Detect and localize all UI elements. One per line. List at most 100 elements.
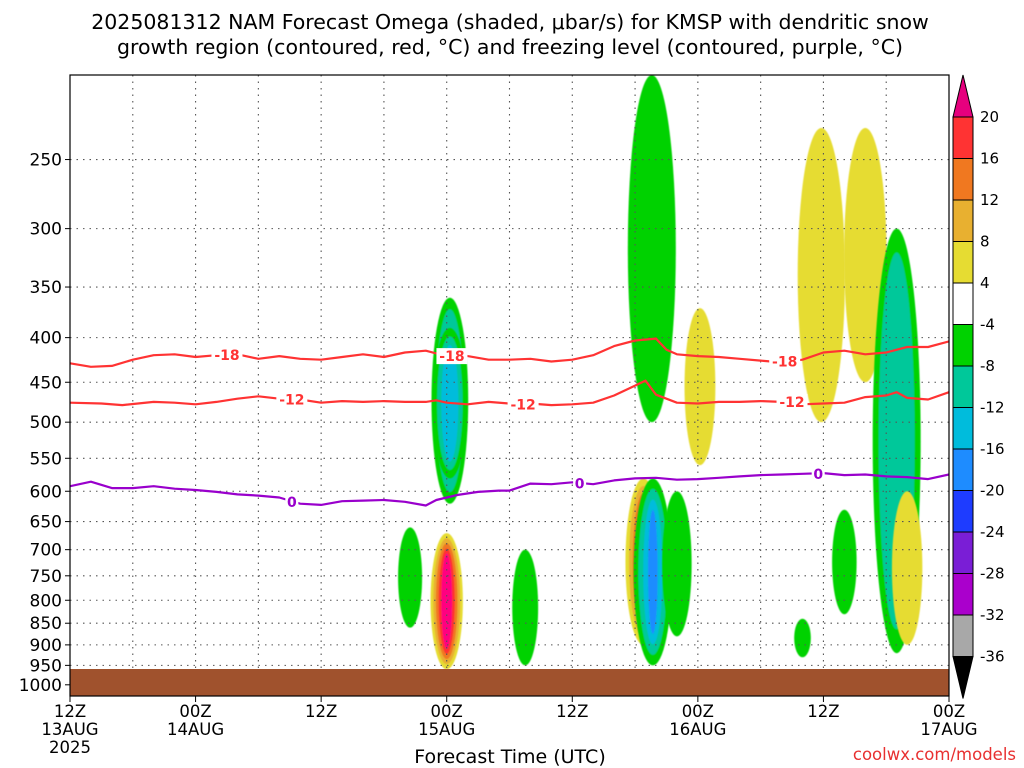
y-tick-label: 950 [30, 656, 62, 676]
y-tick-label: 350 [30, 278, 62, 298]
contour-line-freezing-level [70, 472, 949, 507]
colorbar-bottom-arrow [952, 656, 974, 699]
colorbar-block [952, 490, 974, 533]
x-tick-label: 12Z [54, 702, 86, 721]
plot-frame [69, 74, 950, 697]
y-tick-label: 500 [30, 413, 62, 433]
colorbar-block [952, 407, 974, 450]
x-tick-label: 00Z [179, 702, 211, 721]
contour-label-bg [573, 475, 587, 492]
x-tick-label: 16AUG [669, 720, 726, 739]
y-tick-label: 850 [30, 614, 62, 634]
contour-label: -12 [279, 393, 304, 409]
y-tick-label: 800 [30, 591, 62, 611]
colorbar-label: 4 [980, 274, 990, 292]
omega-contour-band [794, 618, 811, 658]
y-tick-label: 450 [30, 373, 62, 393]
omega-region [797, 127, 845, 423]
omega-region [398, 527, 423, 628]
y-tick-label: 600 [30, 482, 62, 502]
omega-contour-band [627, 75, 676, 423]
omega-contour-band [844, 127, 887, 383]
chart-title-line-1: 2025081312 NAM Forecast Omega (shaded, μ… [91, 10, 929, 34]
colorbar-block [952, 158, 974, 201]
colorbar-label: -28 [980, 565, 1005, 583]
omega-contour-band [891, 491, 923, 645]
colorbar-label: -32 [980, 606, 1005, 624]
terrain-ground [70, 669, 949, 696]
omega-contour-band [512, 549, 539, 666]
y-tick-label: 750 [30, 567, 62, 587]
contour-label-bg [276, 391, 308, 408]
y-tick-label: 1000 [19, 676, 62, 696]
colorbar-label: 8 [980, 233, 990, 251]
contour-label-bg [285, 493, 299, 510]
omega-region [512, 549, 539, 666]
temperature-contours: -18 -18 -18 -12 -12 -12 0 0 0 [70, 337, 949, 511]
omega-contour-band [441, 553, 453, 649]
y-tick-label: 550 [30, 449, 62, 469]
colorbar-label: -4 [980, 316, 995, 334]
colorbar-block [952, 324, 974, 367]
y-tick-label: 400 [30, 329, 62, 349]
contour-label: -18 [214, 348, 239, 364]
contour-label-bg [776, 393, 808, 410]
contour-label-bg [811, 465, 825, 482]
contour-label-bg [436, 348, 468, 365]
x-tick-label: 12Z [556, 702, 588, 721]
y-tick-label: 900 [30, 636, 62, 656]
colorbar: 20 16 12 8 4 -4 -8 -12 -16 -20 -24 -28 -32 -36 [952, 74, 1005, 699]
colorbar-label: -8 [980, 357, 995, 375]
contour-label: -12 [779, 395, 804, 411]
x-tick-label: 17AUG [920, 720, 977, 739]
colorbar-block [952, 365, 974, 408]
colorbar-block [952, 241, 974, 284]
omega-contour-band [832, 509, 857, 615]
omega-contour-band [684, 308, 716, 466]
colorbar-block [952, 116, 974, 159]
x-tick-label: 00Z [682, 702, 714, 721]
omega-contour-band [398, 527, 423, 628]
x-tick-label: 15AUG [418, 720, 475, 739]
colorbar-label: -20 [980, 482, 1005, 500]
contour-label-bg [507, 396, 539, 413]
omega-contour-band [662, 491, 692, 637]
contour-label: -12 [510, 397, 535, 413]
omega-region [430, 533, 463, 670]
omega-contour-band [648, 509, 658, 634]
x-tick-label: 00Z [431, 702, 463, 721]
y-tick-label: 650 [30, 513, 62, 533]
colorbar-top-arrow [952, 74, 974, 118]
omega-region [891, 491, 923, 645]
x-tick-label: 00Z [933, 702, 965, 721]
colorbar-label: 16 [980, 150, 999, 168]
chart-title-line-2: growth region (contoured, red, °C) and f… [117, 35, 903, 59]
contour-label: 0 [287, 495, 297, 511]
y-tick-label: 250 [30, 151, 62, 171]
colorbar-block [952, 199, 974, 242]
contour-label: -18 [772, 354, 797, 370]
x-tick-label: 12Z [305, 702, 337, 721]
omega-region [627, 75, 676, 423]
x-tick-label: 13AUG [41, 720, 98, 739]
y-tick-label: 300 [30, 220, 62, 240]
omega-region [844, 127, 887, 383]
colorbar-label: -16 [980, 440, 1005, 458]
omega-region [662, 491, 692, 637]
omega-region [794, 618, 811, 658]
plot-area [70, 75, 949, 696]
x-tick-label: 2025 [49, 738, 91, 757]
colorbar-block [952, 573, 974, 616]
x-axis-label: Forecast Time (UTC) [414, 746, 605, 768]
contour-label-bg [211, 347, 243, 364]
y-axis: 2503003504004505005506006507007508008509… [19, 151, 70, 696]
colorbar-label: -24 [980, 523, 1005, 541]
contour-label-bg [769, 353, 801, 370]
colorbar-block [952, 282, 974, 325]
contour-label: 0 [575, 477, 585, 493]
y-tick-label: 700 [30, 541, 62, 561]
contour-label: 0 [813, 467, 823, 483]
x-tick-label: 12Z [807, 702, 839, 721]
